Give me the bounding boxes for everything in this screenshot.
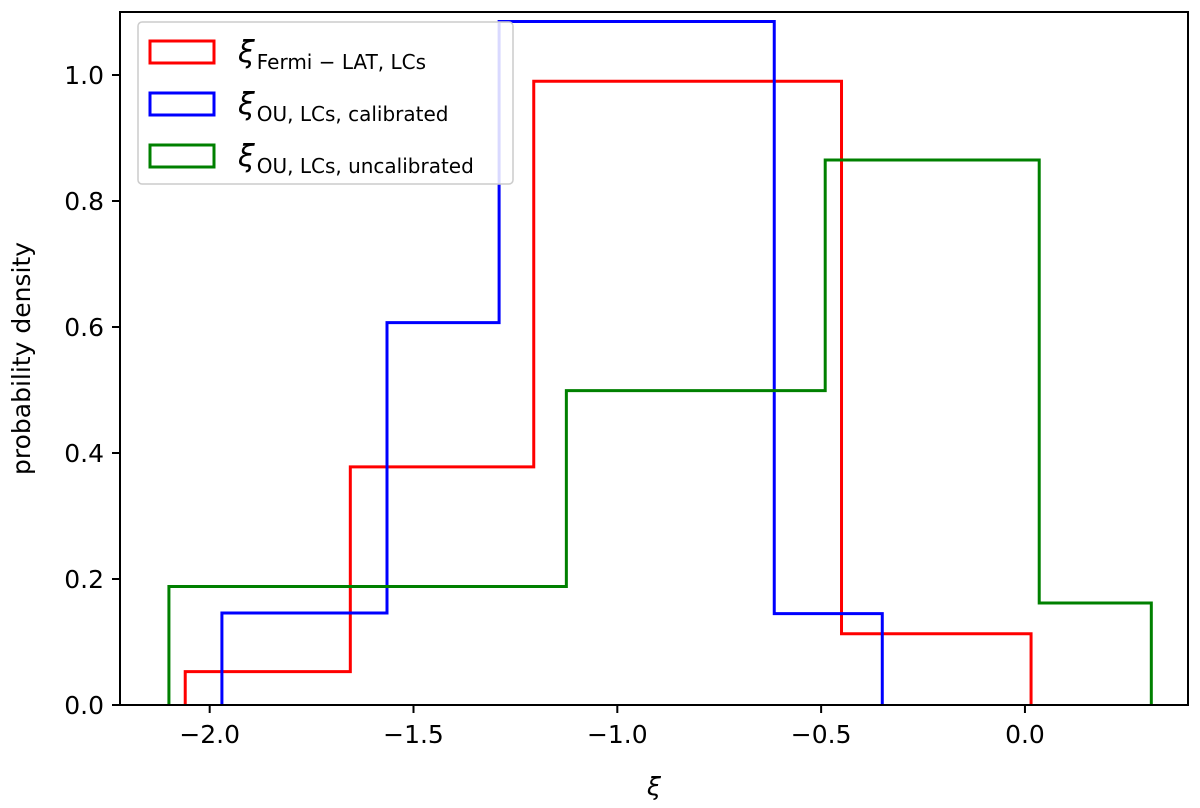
x-tick-label: −1.5 [383,720,444,749]
legend-label: ξ OU, LCs, calibrated [237,87,448,126]
y-tick-label: 0.4 [64,439,104,468]
y-axis-label: probability density [7,242,36,475]
series-1-step [183,79,1033,705]
y-tick-label: 0.8 [64,187,104,216]
legend-swatch [148,39,216,65]
legend-label: ξ OU, LCs, uncalibrated [237,139,474,178]
y-tick-label: 0.0 [64,691,104,720]
plot-frame [119,11,1189,706]
legend: ξ Fermi − LAT, LCs ξ OU, LCs, calibrated ξ OU… [137,21,514,185]
x-axis-label: ξ [646,772,662,801]
legend-items: ξ Fermi − LAT, LCs ξ OU, LCs, calibrated ξ OU… [148,35,474,178]
x-tick-label: −0.5 [791,720,852,749]
legend-swatch [148,143,216,169]
x-tick-label: −2.0 [179,720,240,749]
x-tick-label: −1.0 [587,720,648,749]
y-tick-label: 0.2 [64,565,104,594]
ticks-layer: −2.0 −1.5 −1.0 −0.5 0.0 0.0 0.2 0.4 0.6 0.8 1.0 [64,61,1045,749]
y-tick-label: 0.6 [64,313,104,342]
series-3-step [167,158,1153,705]
legend-box [137,21,514,185]
legend-swatch [148,91,216,117]
legend-label: ξ Fermi − LAT, LCs [237,35,426,74]
x-tick-label: 0.0 [1005,720,1045,749]
y-tick-label: 1.0 [64,61,104,90]
